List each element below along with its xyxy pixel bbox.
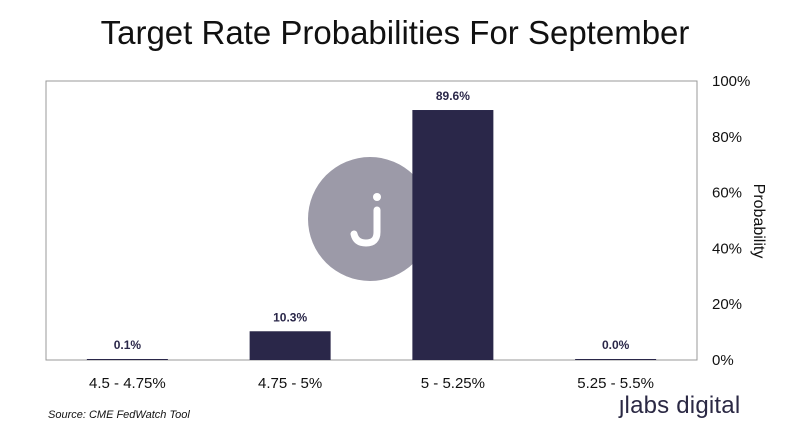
y-tick-label: 0% <box>712 352 734 369</box>
brand-logo-text: labs digital <box>624 392 741 419</box>
x-tick-label: 4.75 - 5% <box>258 375 322 392</box>
y-tick-label: 100% <box>712 73 750 90</box>
bar-value-label: 0.0% <box>602 338 630 352</box>
x-tick-label: 4.5 - 4.75% <box>89 375 166 392</box>
bar-value-label: 0.1% <box>114 338 142 352</box>
y-tick-label: 60% <box>712 185 742 202</box>
bar-value-label: 89.6% <box>436 89 470 103</box>
plot-frame <box>45 80 698 361</box>
bar-4 <box>575 359 657 360</box>
bar-3 <box>412 110 494 361</box>
y-tick-label: 80% <box>712 129 742 146</box>
y-tick-label: 20% <box>712 296 742 313</box>
j-logo-watermark-icon <box>308 157 432 281</box>
brand-logo: ȷlabs digital <box>619 392 740 420</box>
y-tick-label: 40% <box>712 240 742 257</box>
chart-title: Target Rate Probabilities For September <box>100 14 690 51</box>
y-axis-label: Probability <box>750 184 767 259</box>
bar-2 <box>249 331 331 360</box>
bar-value-label: 10.3% <box>273 310 307 324</box>
x-tick-label: 5 - 5.25% <box>421 375 485 392</box>
x-tick-label: 5.25 - 5.5% <box>577 375 654 392</box>
brand-j-icon: ȷ <box>619 392 625 419</box>
source-note: Source: CME FedWatch Tool <box>48 409 190 421</box>
bar-1 <box>86 359 168 360</box>
